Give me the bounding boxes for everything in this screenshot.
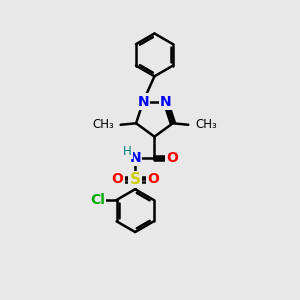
Text: O: O xyxy=(147,172,159,186)
Text: N: N xyxy=(137,95,149,109)
Text: O: O xyxy=(167,151,178,165)
Text: S: S xyxy=(130,172,141,187)
Text: CH₃: CH₃ xyxy=(195,118,217,131)
Text: CH₃: CH₃ xyxy=(92,118,114,131)
Text: O: O xyxy=(111,172,123,186)
Text: Cl: Cl xyxy=(90,193,105,207)
Text: N: N xyxy=(160,95,172,109)
Text: H: H xyxy=(122,145,131,158)
Text: N: N xyxy=(129,151,141,165)
